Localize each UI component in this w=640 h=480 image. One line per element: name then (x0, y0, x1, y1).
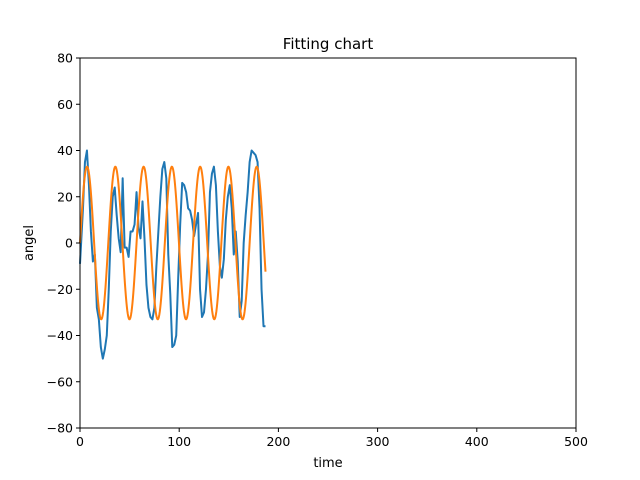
y-tick-label: 60 (57, 97, 73, 112)
y-tick-label: −40 (47, 328, 73, 343)
chart-title: Fitting chart (283, 35, 374, 53)
y-tick-label: −20 (47, 282, 73, 297)
x-tick-label: 100 (167, 434, 191, 449)
x-tick-label: 300 (366, 434, 390, 449)
x-axis: 0 100 200 300 400 500 (76, 428, 588, 449)
y-tick-label: −60 (47, 374, 73, 389)
y-axis: −80 −60 −40 −20 0 20 40 60 80 (47, 51, 80, 436)
series-layer (79, 149, 267, 360)
x-tick-label: 500 (564, 434, 588, 449)
series-line-fit (79, 165, 267, 321)
plot-area (80, 58, 576, 428)
x-tick-label: 400 (465, 434, 489, 449)
y-tick-label: 20 (57, 189, 73, 204)
y-tick-label: 40 (57, 143, 73, 158)
x-axis-label: time (313, 456, 342, 471)
x-tick-label: 0 (76, 434, 84, 449)
y-tick-label: 80 (57, 51, 73, 66)
x-tick-label: 200 (266, 434, 290, 449)
y-tick-label: −80 (47, 421, 73, 436)
y-axis-label: angel (22, 225, 37, 261)
y-tick-label: 0 (65, 236, 73, 251)
